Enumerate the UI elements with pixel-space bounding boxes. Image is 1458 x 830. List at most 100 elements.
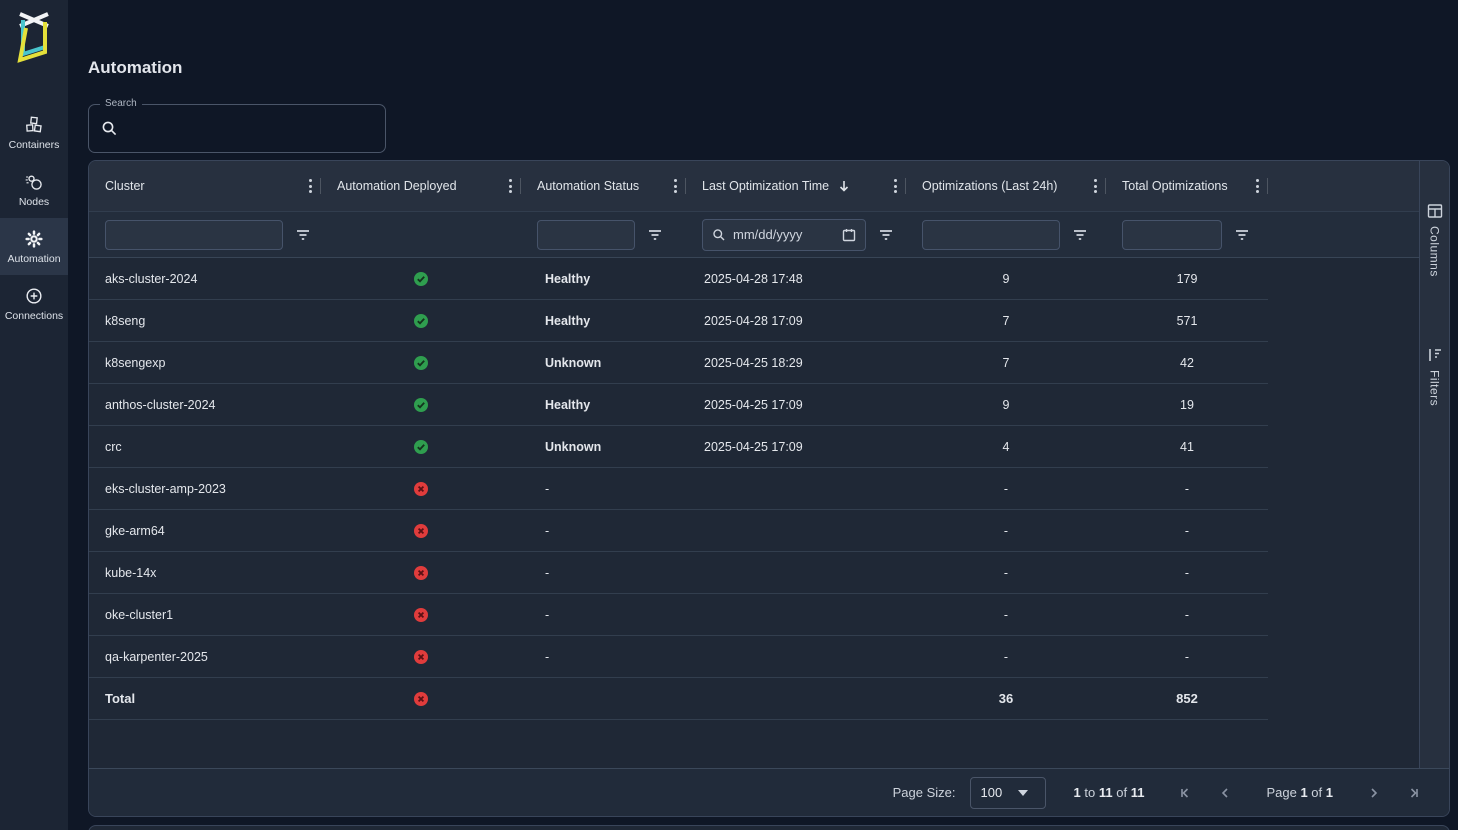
column-menu-icon[interactable]	[300, 173, 321, 199]
sidebar-item-automation[interactable]: Automation	[0, 218, 68, 275]
table-row[interactable]: k8seng Healthy 2025-04-28 17:09 7 571	[89, 300, 1268, 342]
filter-icon[interactable]	[647, 228, 663, 242]
automation-status-cell: -	[521, 608, 686, 622]
table-row[interactable]: eks-cluster-amp-2023 - - -	[89, 468, 1268, 510]
containers-icon	[24, 115, 44, 135]
automation-status-cell: -	[521, 524, 686, 538]
last-page-button[interactable]	[1401, 780, 1427, 806]
sidebar-item-label: Nodes	[19, 196, 49, 208]
table-row[interactable]: aks-cluster-2024 Healthy 2025-04-28 17:4…	[89, 258, 1268, 300]
nodes-icon	[24, 172, 44, 192]
cluster-cell: crc	[89, 440, 321, 454]
optimizations-24h-filter-input[interactable]	[922, 220, 1060, 250]
calendar-icon[interactable]	[842, 228, 856, 242]
filter-cell-optimizations-24h	[906, 220, 1106, 250]
table-row[interactable]: anthos-cluster-2024 Healthy 2025-04-25 1…	[89, 384, 1268, 426]
row-range-summary: 1 to 11 of 11	[1074, 785, 1145, 800]
table-row[interactable]: kube-14x - - -	[89, 552, 1268, 594]
chevron-down-icon	[1018, 790, 1028, 796]
automation-deployed-cell	[321, 523, 521, 539]
cluster-filter-input[interactable]	[105, 220, 283, 250]
column-menu-icon[interactable]	[885, 173, 906, 199]
total-optimizations-cell: -	[1106, 608, 1268, 622]
page-size-label: Page Size:	[893, 785, 956, 800]
date-filter-input[interactable]: mm/dd/yyyy	[702, 219, 866, 251]
filter-icon[interactable]	[1072, 228, 1088, 242]
search-field[interactable]: Search	[88, 104, 386, 153]
column-menu-icon[interactable]	[1085, 173, 1106, 199]
optimizations-24h-cell: 7	[906, 356, 1106, 370]
table-row[interactable]: gke-arm64 - - -	[89, 510, 1268, 552]
previous-page-button[interactable]	[1212, 780, 1238, 806]
automation-deployed-cell	[321, 565, 521, 581]
x-circle-icon	[413, 649, 429, 665]
optimizations-24h-cell: -	[906, 650, 1106, 664]
cluster-cell: qa-karpenter-2025	[89, 650, 321, 664]
plus-circle-icon	[24, 286, 44, 306]
optimizations-24h-cell: 4	[906, 440, 1106, 454]
column-header-automation-status[interactable]: Automation Status	[521, 161, 686, 211]
page-indicator: Page 1 of 1	[1266, 785, 1333, 800]
sidebar: Containers Nodes	[0, 0, 68, 830]
table-row[interactable]: k8sengexp Unknown 2025-04-25 18:29 7 42	[89, 342, 1268, 384]
automation-status-cell: -	[521, 482, 686, 496]
column-menu-icon[interactable]	[500, 173, 521, 199]
column-header-optimizations-24h[interactable]: Optimizations (Last 24h)	[906, 161, 1106, 211]
column-header-last-optimization-time[interactable]: Last Optimization Time	[686, 161, 906, 211]
sidebar-nav: Containers Nodes	[0, 104, 68, 332]
column-menu-icon[interactable]	[1247, 173, 1268, 199]
cluster-cell: k8seng	[89, 314, 321, 328]
optimizations-24h-cell: 36	[906, 691, 1106, 706]
filters-icon	[1427, 347, 1443, 363]
filter-cell-last-optimization-time: mm/dd/yyyy	[686, 219, 906, 251]
table-row[interactable]: crc Unknown 2025-04-25 17:09 4 41	[89, 426, 1268, 468]
cluster-cell: gke-arm64	[89, 524, 321, 538]
search-icon	[101, 120, 118, 137]
check-circle-icon	[413, 397, 429, 413]
page-size-select[interactable]: 100	[970, 777, 1046, 809]
sidebar-item-nodes[interactable]: Nodes	[0, 161, 68, 218]
next-page-button[interactable]	[1361, 780, 1387, 806]
page-title: Automation	[88, 58, 182, 78]
main-content: Automation Search Cluster	[68, 0, 1458, 830]
filter-icon[interactable]	[295, 228, 311, 242]
cluster-cell: aks-cluster-2024	[89, 272, 321, 286]
x-circle-icon	[413, 523, 429, 539]
sort-desc-icon	[837, 179, 851, 193]
automation-status-cell: -	[521, 650, 686, 664]
column-header-cluster[interactable]: Cluster	[89, 161, 321, 211]
automation-deployed-cell	[321, 313, 521, 329]
filter-icon[interactable]	[1234, 228, 1250, 242]
tab-columns[interactable]: Columns	[1427, 203, 1443, 277]
next-section-card-edge	[88, 825, 1450, 830]
tab-filters[interactable]: Filters	[1427, 347, 1443, 406]
sidebar-item-containers[interactable]: Containers	[0, 104, 68, 161]
app-window: Containers Nodes	[0, 0, 1458, 830]
column-header-automation-deployed[interactable]: Automation Deployed	[321, 161, 521, 211]
last-optimization-time-cell: 2025-04-25 18:29	[686, 356, 906, 370]
filter-icon[interactable]	[878, 228, 894, 242]
cluster-cell: anthos-cluster-2024	[89, 398, 321, 412]
automation-table-card: Cluster Automation Deployed Au	[88, 160, 1450, 817]
total-optimizations-filter-input[interactable]	[1122, 220, 1222, 250]
search-input[interactable]	[128, 121, 373, 136]
first-page-button[interactable]	[1172, 780, 1198, 806]
tab-label: Filters	[1428, 370, 1442, 406]
table-body: aks-cluster-2024 Healthy 2025-04-28 17:4…	[89, 258, 1419, 768]
automation-status-cell: Unknown	[521, 440, 686, 454]
column-header-total-optimizations[interactable]: Total Optimizations	[1106, 161, 1268, 211]
optimizations-24h-cell: -	[906, 524, 1106, 538]
sidebar-item-connections[interactable]: Connections	[0, 275, 68, 332]
automation-status-cell: Unknown	[521, 356, 686, 370]
cluster-cell: k8sengexp	[89, 356, 321, 370]
automation-deployed-cell	[321, 607, 521, 623]
table-row[interactable]: qa-karpenter-2025 - - -	[89, 636, 1268, 678]
automation-status-filter-input[interactable]	[537, 220, 635, 250]
sidebar-item-label: Connections	[5, 310, 63, 322]
table-total-row[interactable]: Total 36 852	[89, 678, 1268, 720]
table-row[interactable]: oke-cluster1 - - -	[89, 594, 1268, 636]
column-menu-icon[interactable]	[665, 173, 686, 199]
last-optimization-time-cell: 2025-04-25 17:09	[686, 440, 906, 454]
date-placeholder: mm/dd/yyyy	[733, 227, 835, 242]
column-label: Last Optimization Time	[702, 179, 829, 193]
